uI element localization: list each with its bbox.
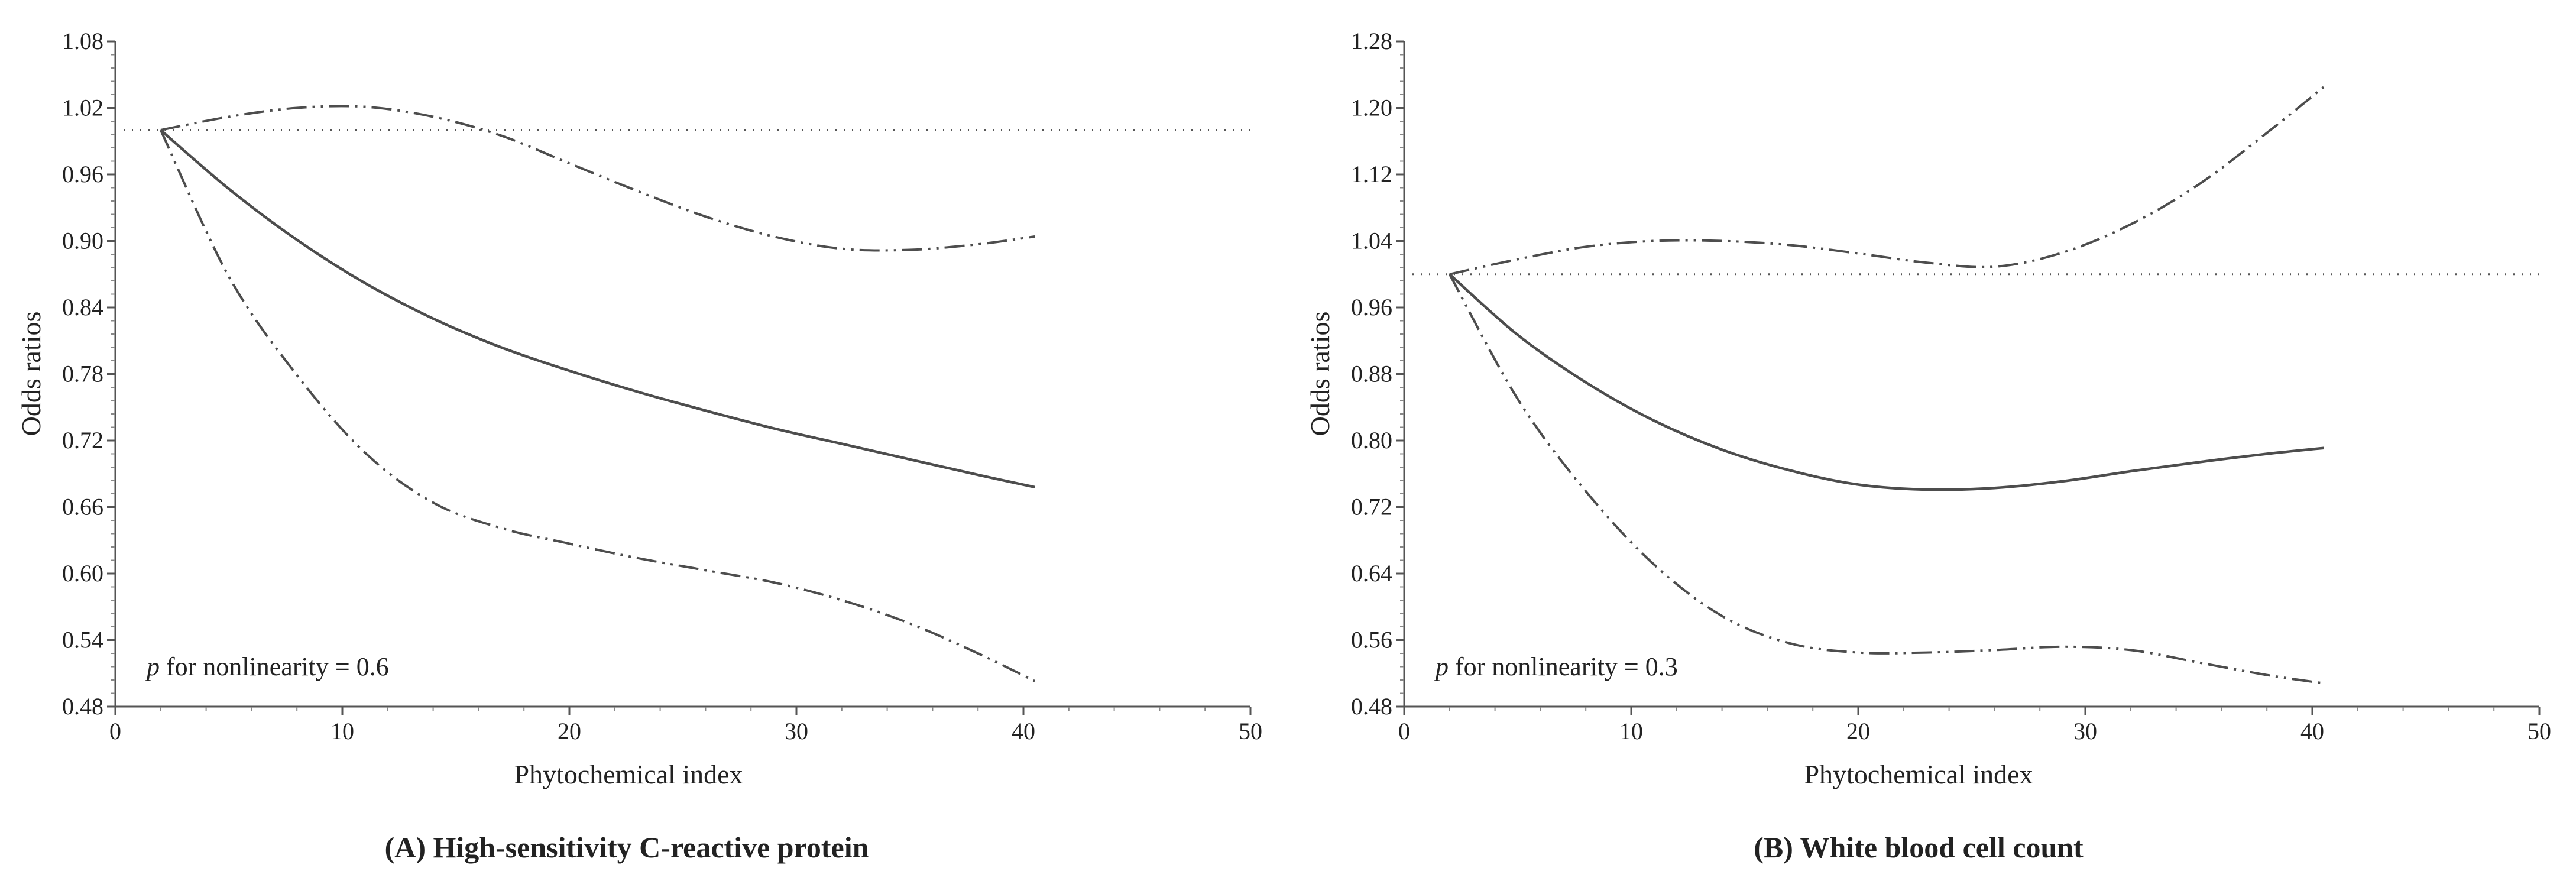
panel-b-series [1449, 86, 2325, 685]
panel-b-minor-ticks [1400, 54, 2495, 711]
panel-b-annotation-text: for nonlinearity = 0.3 [1449, 652, 1678, 681]
panel-a-x-ticks: 0 10 20 30 40 50 [109, 707, 1262, 744]
panel-a-x-tick-label: 10 [330, 718, 354, 744]
panel-b-x-tick-label: 40 [2300, 718, 2324, 744]
panel-a-y-ticks: 0.48 0.54 0.60 0.66 0.72 0.78 0.84 0.90 0.96 1.02… [62, 28, 115, 720]
panel-b-annotation-p: p [1434, 652, 1449, 681]
panel-a-y-axis-title: Odds ratios [16, 312, 46, 436]
panel-b-caption: (B) White blood cell count [1754, 831, 2084, 864]
panel-a-x-tick-label: 30 [785, 718, 808, 744]
panel-b-y-tick-label: 0.72 [1351, 494, 1392, 520]
panel-b-y-tick-label: 0.48 [1351, 693, 1392, 720]
panel-a-caption: (A) High-sensitivity C-reactive protein [385, 831, 869, 864]
panel-a-x-tick-label: 40 [1012, 718, 1035, 744]
panel-b-x-tick-label: 10 [1619, 718, 1643, 744]
panel-a-y-tick-label: 0.96 [62, 161, 103, 187]
panel-a-y-tick-label: 0.60 [62, 560, 103, 587]
panel-b-x-tick-label: 20 [1846, 718, 1870, 744]
panel-a-x-axis-title: Phytochemical index [514, 759, 743, 789]
panel-a-y-tick-label: 0.54 [62, 627, 103, 653]
panel-a-nonlinearity-annotation: p for nonlinearity = 0.6 [145, 652, 389, 681]
panel-a-annotation-text: for nonlinearity = 0.6 [160, 652, 389, 681]
panel-b-y-tick-label: 0.96 [1351, 294, 1392, 320]
panel-a: 0.48 0.54 0.60 0.66 0.72 0.78 0.84 0.90 0.96 1.02… [16, 28, 1262, 864]
panel-a-series-odds-ratio [160, 129, 1035, 488]
panel-a-y-tick-label: 0.78 [62, 361, 103, 387]
panel-b-x-tick-label: 50 [2528, 718, 2551, 744]
panel-b-y-ticks: 0.48 0.56 0.64 0.72 0.80 0.88 0.96 1.04 1.12 1.20… [1351, 28, 1404, 720]
panel-b-x-axis-title: Phytochemical index [1804, 759, 2033, 789]
panel-b-y-tick-label: 1.04 [1351, 228, 1392, 254]
panel-b: 0.48 0.56 0.64 0.72 0.80 0.88 0.96 1.04 1.12 1.20… [1305, 28, 2551, 864]
panel-a-y-tick-label: 1.02 [62, 95, 103, 121]
panel-a-axes [114, 41, 1250, 708]
panel-b-x-tick-label: 0 [1398, 718, 1410, 744]
panel-a-y-tick-label: 0.66 [62, 494, 103, 520]
panel-b-series-odds-ratio [1449, 273, 2324, 491]
panel-b-x-tick-label: 30 [2073, 718, 2097, 744]
panel-b-x-ticks: 0 10 20 30 40 50 [1398, 707, 2551, 744]
panel-b-series-lower-95-ci [1449, 273, 2324, 685]
panel-b-y-tick-label: 0.88 [1351, 361, 1392, 387]
panel-a-y-tick-label: 1.08 [62, 28, 103, 54]
panel-a-y-tick-label: 0.90 [62, 228, 103, 254]
panel-b-y-tick-label: 0.80 [1351, 427, 1392, 454]
panel-b-series-upper-95-ci [1449, 86, 2325, 276]
panel-a-x-tick-label: 50 [1239, 718, 1262, 744]
panel-b-y-axis-title: Odds ratios [1305, 312, 1335, 436]
panel-b-y-tick-label: 1.28 [1351, 28, 1392, 54]
panel-a-series [159, 105, 1036, 682]
panel-a-y-tick-label: 0.84 [62, 294, 103, 320]
panel-a-series-upper-95-ci [160, 105, 1035, 252]
panel-a-annotation-p: p [145, 652, 160, 681]
panel-b-y-tick-label: 0.56 [1351, 627, 1392, 653]
panel-a-y-tick-label: 0.48 [62, 693, 103, 720]
panel-a-x-tick-label: 0 [109, 718, 121, 744]
panel-a-minor-ticks [111, 54, 1206, 711]
panel-b-y-tick-label: 1.12 [1351, 161, 1392, 187]
panel-b-y-tick-label: 0.64 [1351, 560, 1392, 587]
panel-b-nonlinearity-annotation: p for nonlinearity = 0.3 [1434, 652, 1678, 681]
panel-a-y-tick-label: 0.72 [62, 427, 103, 454]
panel-b-y-tick-label: 1.20 [1351, 95, 1392, 121]
panel-a-x-tick-label: 20 [558, 718, 581, 744]
panel-a-series-lower-95-ci [159, 129, 1036, 682]
